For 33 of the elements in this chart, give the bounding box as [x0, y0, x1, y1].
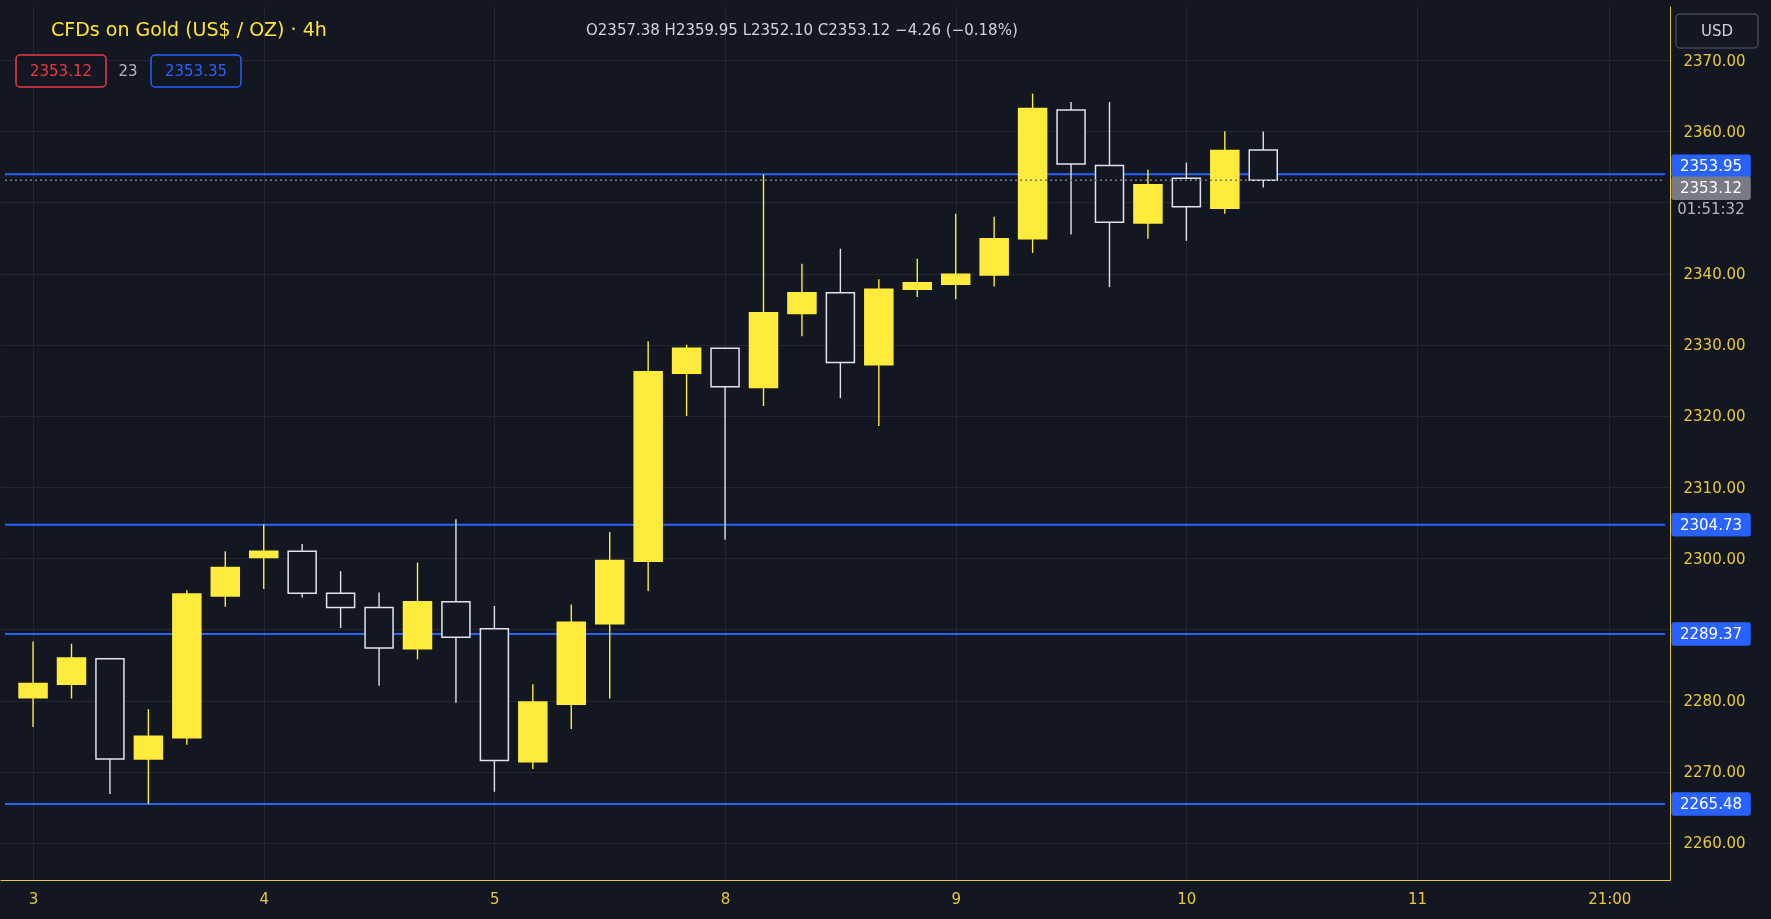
y-tick-label: 2330.00	[1683, 336, 1746, 355]
x-tick-label: 10	[1177, 889, 1197, 908]
x-tick-label: 21:00	[1588, 889, 1632, 908]
x-tick-label: 8	[720, 889, 731, 908]
text: CFDs on Gold (US$ / OZ) · 4h	[51, 18, 327, 40]
ref-line-label: 2353.12	[1679, 179, 1743, 198]
x-tick-label: 4	[259, 889, 269, 908]
y-tick-label: 2310.00	[1683, 478, 1746, 497]
annotation: 2353.35	[164, 62, 228, 80]
y-tick-label: 2340.00	[1683, 265, 1746, 284]
y-tick-label: 2370.00	[1683, 51, 1746, 70]
y-tick-label: 2280.00	[1683, 692, 1746, 711]
ref-line-label: 2265.48	[1679, 794, 1743, 813]
ref-line-label: 2289.37	[1679, 624, 1743, 643]
y-tick-label: 2320.00	[1683, 407, 1746, 426]
y-tick-label: 2260.00	[1683, 834, 1746, 853]
ref-line-label: 2353.95	[1679, 157, 1743, 176]
y-tick-label: 2360.00	[1683, 122, 1746, 141]
y-tick-label: 2270.00	[1683, 763, 1746, 782]
ref-line-label: 2304.73	[1679, 515, 1743, 534]
annotation: 23	[118, 62, 138, 80]
annotation: 2353.12	[29, 62, 93, 80]
text: USD	[1700, 22, 1734, 40]
x-tick-label: 3	[28, 889, 39, 908]
candlestick	[940, 213, 971, 300]
x-tick-label: 11	[1407, 889, 1428, 908]
text: 01:51:32	[1677, 200, 1745, 219]
candlestick	[902, 257, 933, 298]
x-tick-label: 9	[951, 889, 961, 908]
x-tick-label: 5	[490, 889, 500, 908]
candlestick	[248, 523, 279, 590]
y-tick-label: 2300.00	[1683, 549, 1746, 568]
text: O2357.38 H2359.95 L2352.10 C2353.12 −4.26 (−0.18%)	[586, 21, 1018, 39]
